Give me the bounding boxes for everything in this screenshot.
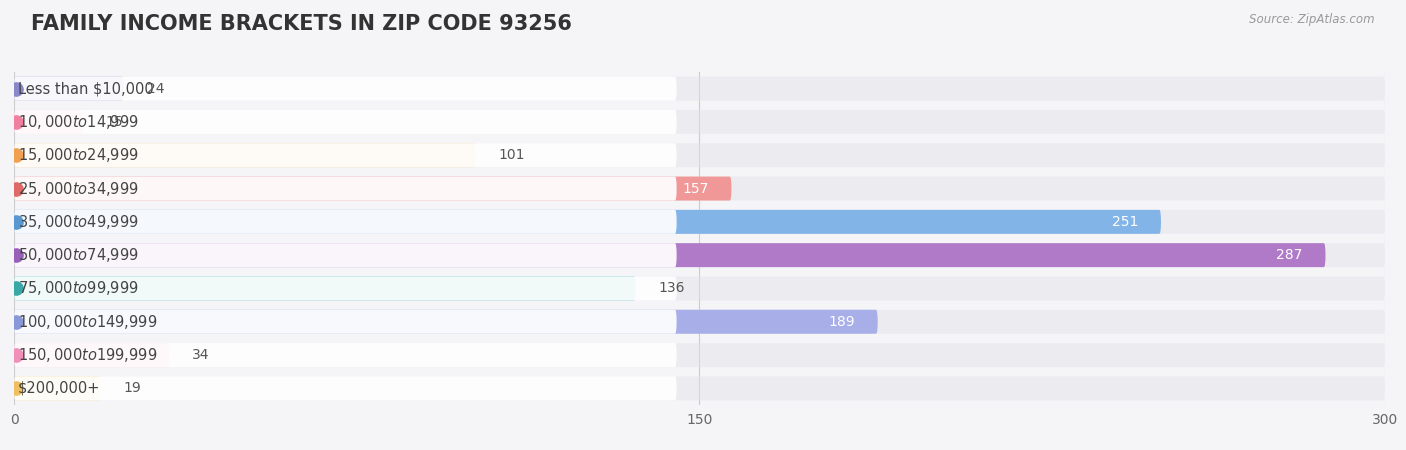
- FancyBboxPatch shape: [14, 243, 1385, 267]
- Text: 34: 34: [193, 348, 209, 362]
- Text: 101: 101: [499, 148, 524, 162]
- Text: $15,000 to $24,999: $15,000 to $24,999: [17, 146, 138, 164]
- FancyBboxPatch shape: [14, 76, 676, 101]
- Text: Source: ZipAtlas.com: Source: ZipAtlas.com: [1250, 14, 1375, 27]
- FancyBboxPatch shape: [14, 176, 731, 201]
- FancyBboxPatch shape: [14, 143, 1385, 167]
- Text: 19: 19: [124, 381, 142, 396]
- FancyBboxPatch shape: [14, 310, 1385, 334]
- FancyBboxPatch shape: [14, 343, 676, 367]
- Text: $100,000 to $149,999: $100,000 to $149,999: [17, 313, 157, 331]
- Text: $10,000 to $14,999: $10,000 to $14,999: [17, 113, 138, 131]
- FancyBboxPatch shape: [14, 76, 124, 101]
- FancyBboxPatch shape: [14, 110, 676, 134]
- FancyBboxPatch shape: [14, 276, 636, 301]
- Text: 15: 15: [105, 115, 124, 129]
- FancyBboxPatch shape: [14, 176, 676, 201]
- FancyBboxPatch shape: [14, 310, 676, 334]
- FancyBboxPatch shape: [14, 210, 1385, 234]
- FancyBboxPatch shape: [14, 176, 1385, 201]
- Text: 189: 189: [828, 315, 855, 329]
- FancyBboxPatch shape: [14, 276, 1385, 301]
- FancyBboxPatch shape: [14, 143, 676, 167]
- Text: $35,000 to $49,999: $35,000 to $49,999: [17, 213, 138, 231]
- FancyBboxPatch shape: [14, 343, 1385, 367]
- FancyBboxPatch shape: [14, 376, 101, 400]
- FancyBboxPatch shape: [14, 210, 1161, 234]
- Text: $25,000 to $34,999: $25,000 to $34,999: [17, 180, 138, 198]
- FancyBboxPatch shape: [14, 243, 676, 267]
- FancyBboxPatch shape: [14, 310, 877, 334]
- FancyBboxPatch shape: [14, 143, 475, 167]
- Text: 251: 251: [1112, 215, 1139, 229]
- FancyBboxPatch shape: [14, 243, 1326, 267]
- FancyBboxPatch shape: [14, 343, 170, 367]
- Text: $200,000+: $200,000+: [17, 381, 100, 396]
- FancyBboxPatch shape: [14, 110, 83, 134]
- Text: 157: 157: [682, 181, 709, 196]
- Text: $150,000 to $199,999: $150,000 to $199,999: [17, 346, 157, 364]
- FancyBboxPatch shape: [14, 376, 676, 400]
- FancyBboxPatch shape: [14, 110, 1385, 134]
- Text: 287: 287: [1277, 248, 1303, 262]
- FancyBboxPatch shape: [14, 276, 676, 301]
- Text: FAMILY INCOME BRACKETS IN ZIP CODE 93256: FAMILY INCOME BRACKETS IN ZIP CODE 93256: [31, 14, 572, 33]
- FancyBboxPatch shape: [14, 76, 1385, 101]
- FancyBboxPatch shape: [14, 210, 676, 234]
- FancyBboxPatch shape: [14, 376, 1385, 400]
- Text: 24: 24: [146, 81, 165, 96]
- Text: $50,000 to $74,999: $50,000 to $74,999: [17, 246, 138, 264]
- Text: Less than $10,000: Less than $10,000: [17, 81, 153, 96]
- Text: 136: 136: [658, 281, 685, 296]
- Text: $75,000 to $99,999: $75,000 to $99,999: [17, 279, 138, 297]
